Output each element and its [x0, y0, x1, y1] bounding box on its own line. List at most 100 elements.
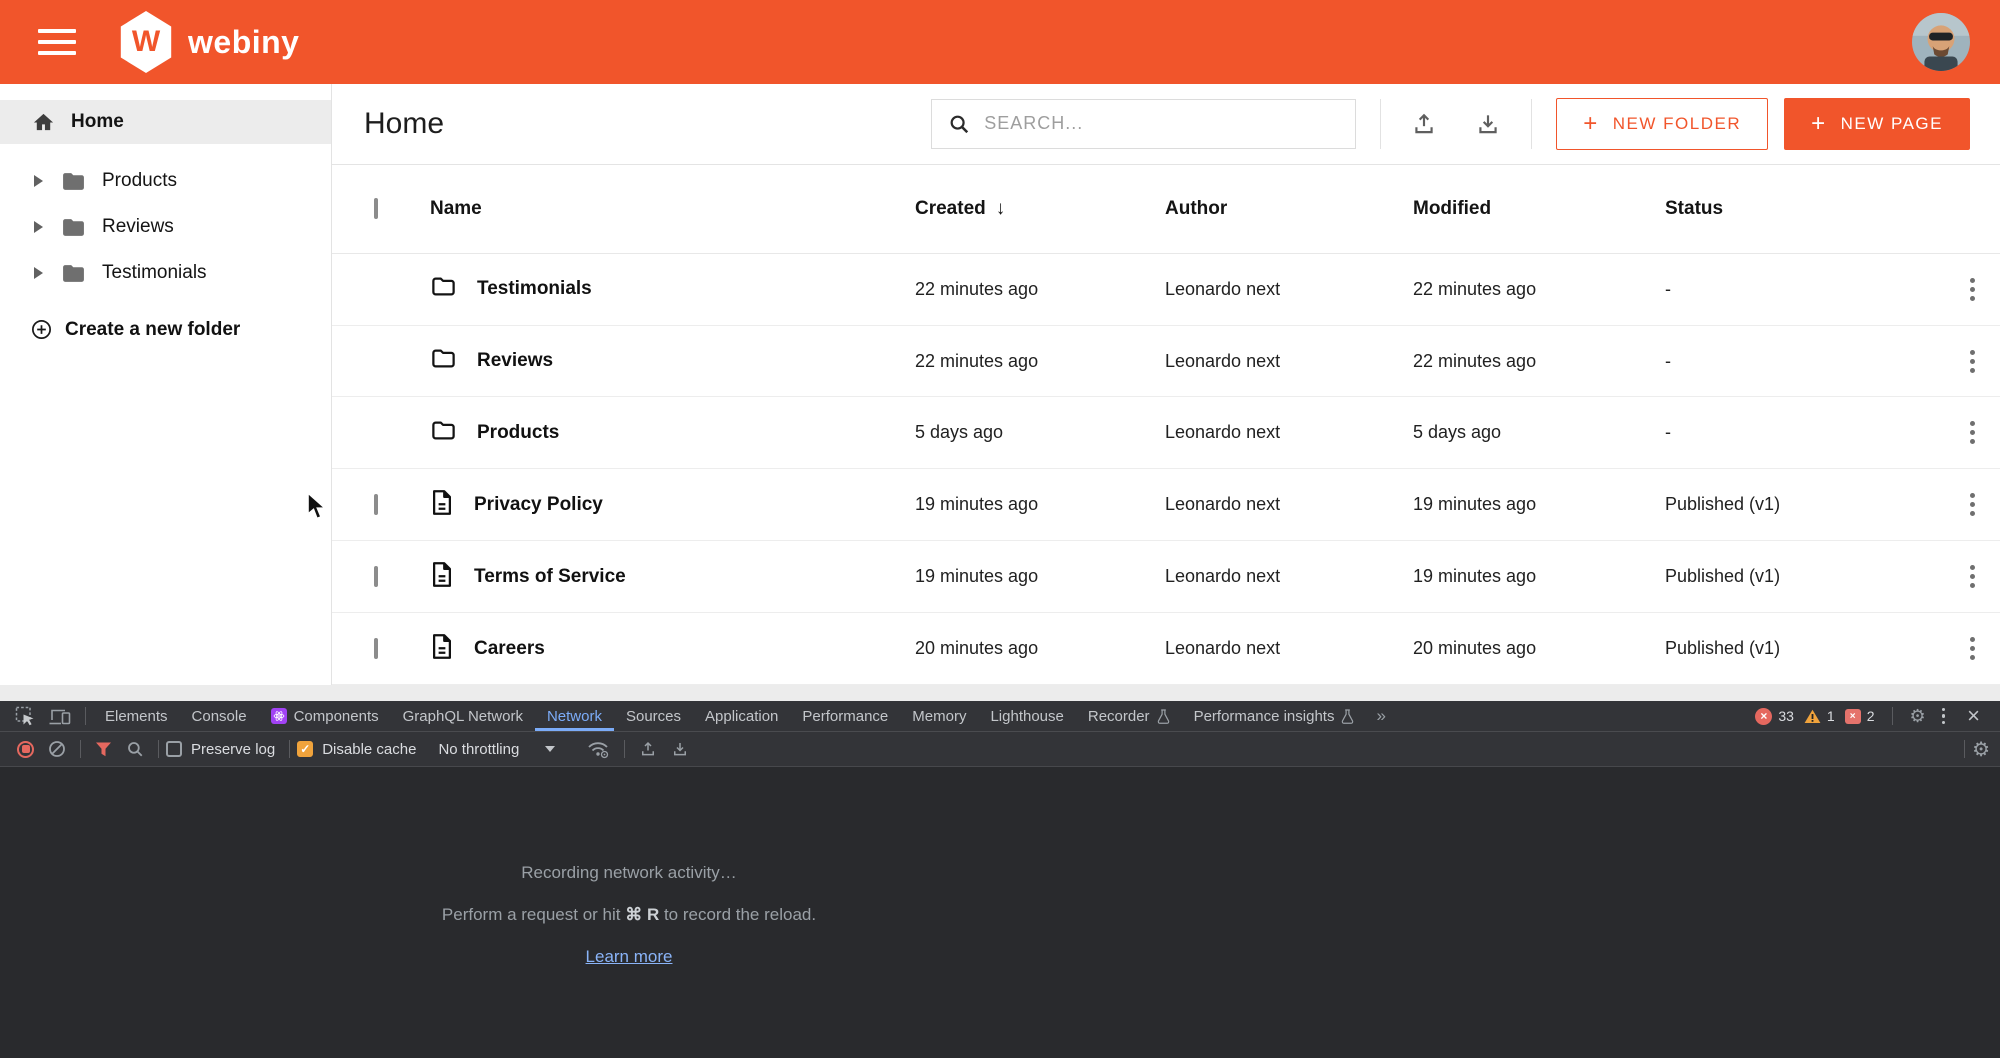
inspect-element-icon[interactable] [8, 701, 42, 731]
devtools-tab-recorder[interactable]: Recorder [1076, 701, 1182, 731]
network-settings-gear-icon[interactable]: ⚙ [1972, 738, 1990, 761]
row-menu-button[interactable] [1944, 633, 2000, 664]
page-icon [430, 489, 454, 521]
export-har-icon[interactable] [632, 732, 664, 766]
import-har-icon[interactable] [664, 732, 696, 766]
row-menu-button[interactable] [1944, 274, 2000, 305]
preserve-log-checkbox[interactable] [166, 741, 182, 757]
devtools-menu-icon[interactable] [1936, 707, 1952, 725]
sidebar-folder-label: Reviews [102, 216, 174, 237]
select-all-checkbox[interactable] [374, 197, 378, 219]
row-name[interactable]: Testimonials [477, 278, 592, 300]
divider [1531, 98, 1533, 149]
column-header-modified[interactable]: Modified [1413, 197, 1492, 219]
disable-cache-checkbox[interactable]: ✓ [297, 741, 314, 757]
devtools-tab-application[interactable]: Application [705, 707, 779, 725]
chevron-right-icon[interactable] [34, 267, 43, 279]
brand-wordmark: webiny [188, 23, 300, 60]
issues-badge[interactable]: × 2 [1844, 708, 1875, 724]
row-menu-button[interactable] [1944, 417, 2000, 448]
user-avatar[interactable] [1912, 13, 1970, 71]
row-menu-button[interactable] [1944, 489, 2000, 520]
more-tabs-icon[interactable]: » [1376, 706, 1386, 725]
devtools-tab-elements[interactable]: Elements [105, 707, 168, 725]
hamburger-menu-icon[interactable] [38, 29, 76, 55]
throttling-dropdown[interactable]: No throttling [438, 741, 556, 758]
chevron-right-icon[interactable] [34, 175, 43, 187]
new-page-button[interactable]: + NEW PAGE [1784, 97, 1970, 150]
divider [624, 740, 626, 758]
clear-network-log-icon[interactable] [41, 732, 73, 766]
row-name[interactable]: Careers [474, 637, 545, 659]
record-network-log-button[interactable] [17, 740, 34, 758]
column-header-created[interactable]: Created ↓ [915, 197, 1006, 219]
row-checkbox[interactable] [374, 565, 378, 587]
warning-icon [1804, 709, 1821, 723]
device-toolbar-icon[interactable] [42, 701, 78, 731]
row-menu-button[interactable] [1944, 561, 2000, 592]
table-row[interactable]: Products 5 days ago Leonardo next 5 days… [332, 397, 2000, 470]
table-row[interactable]: Terms of Service 19 minutes ago Leonardo… [332, 541, 2000, 614]
row-menu-button[interactable] [1944, 346, 2000, 377]
devtools-tab-network[interactable]: Network [534, 701, 614, 731]
dropdown-arrow-icon [545, 746, 556, 752]
devtools-tab-memory[interactable]: Memory [912, 707, 967, 725]
row-status: - [1665, 350, 1671, 371]
row-author: Leonardo next [1165, 422, 1281, 443]
devtools-tab-lighthouse[interactable]: Lighthouse [990, 707, 1064, 725]
create-new-folder-button[interactable]: Create a new folder [0, 318, 331, 341]
import-download-button[interactable] [1469, 105, 1507, 143]
table-row[interactable]: Privacy Policy 19 minutes ago Leonardo n… [332, 469, 2000, 542]
folder-icon [430, 417, 457, 449]
network-conditions-icon[interactable] [579, 732, 617, 766]
devtools-tab-performance[interactable]: Performance [802, 707, 889, 725]
devtools-tab-performance-insights[interactable]: Performance insights [1182, 701, 1367, 731]
search-input[interactable] [984, 113, 1340, 135]
row-name[interactable]: Products [477, 421, 560, 443]
devtools-tab-graphql-network[interactable]: GraphQL Network [402, 707, 523, 725]
row-name[interactable]: Terms of Service [474, 565, 626, 587]
sidebar-item-products[interactable]: Products [0, 158, 331, 204]
devtools-settings-gear-icon[interactable]: ⚙ [1909, 705, 1926, 726]
search-network-icon[interactable] [119, 732, 151, 766]
column-header-author[interactable]: Author [1165, 197, 1228, 219]
row-modified: 19 minutes ago [1413, 566, 1537, 587]
sidebar-item-home[interactable]: Home [0, 100, 331, 144]
chevron-right-icon[interactable] [34, 221, 43, 233]
divider [1964, 740, 1966, 758]
table-row[interactable]: Reviews 22 minutes ago Leonardo next 22 … [332, 325, 2000, 398]
devtools-close-icon[interactable]: × [1967, 703, 1980, 728]
row-status: - [1665, 422, 1671, 443]
table-header: Name Created ↓ Author Modified Status [332, 165, 2000, 254]
sort-desc-icon[interactable]: ↓ [995, 197, 1006, 219]
disable-cache-label[interactable]: Disable cache [322, 740, 417, 758]
sidebar-item-testimonials[interactable]: Testimonials [0, 250, 331, 296]
row-author: Leonardo next [1165, 494, 1281, 515]
row-author: Leonardo next [1165, 278, 1281, 299]
table-row[interactable]: Testimonials 22 minutes ago Leonardo nex… [332, 253, 2000, 326]
devtools-tab-components[interactable]: Components [259, 701, 391, 731]
warnings-badge[interactable]: 1 [1804, 708, 1835, 724]
row-checkbox[interactable] [374, 637, 378, 659]
row-name[interactable]: Privacy Policy [474, 493, 603, 515]
learn-more-link[interactable]: Learn more [585, 947, 673, 966]
row-checkbox[interactable] [374, 493, 378, 515]
row-name[interactable]: Reviews [477, 350, 554, 372]
table-row[interactable]: Careers 20 minutes ago Leonardo next 20 … [332, 613, 2000, 685]
new-folder-button[interactable]: + NEW FOLDER [1556, 97, 1769, 150]
folder-icon [430, 273, 457, 305]
page-icon [430, 561, 454, 593]
preserve-log-label[interactable]: Preserve log [191, 740, 276, 758]
devtools-tab-sources[interactable]: Sources [625, 707, 682, 725]
sidebar-folder-label: Products [102, 170, 177, 191]
row-modified: 19 minutes ago [1413, 494, 1537, 515]
export-upload-button[interactable] [1405, 105, 1443, 143]
sidebar-item-reviews[interactable]: Reviews [0, 204, 331, 250]
errors-badge[interactable]: × 33 [1755, 707, 1794, 725]
webiny-logo[interactable]: W webiny [118, 11, 299, 73]
column-header-name[interactable]: Name [430, 197, 482, 219]
search-box[interactable] [931, 98, 1357, 149]
filter-icon[interactable] [88, 732, 119, 766]
column-header-status[interactable]: Status [1665, 197, 1724, 219]
devtools-tab-console[interactable]: Console [191, 707, 247, 725]
